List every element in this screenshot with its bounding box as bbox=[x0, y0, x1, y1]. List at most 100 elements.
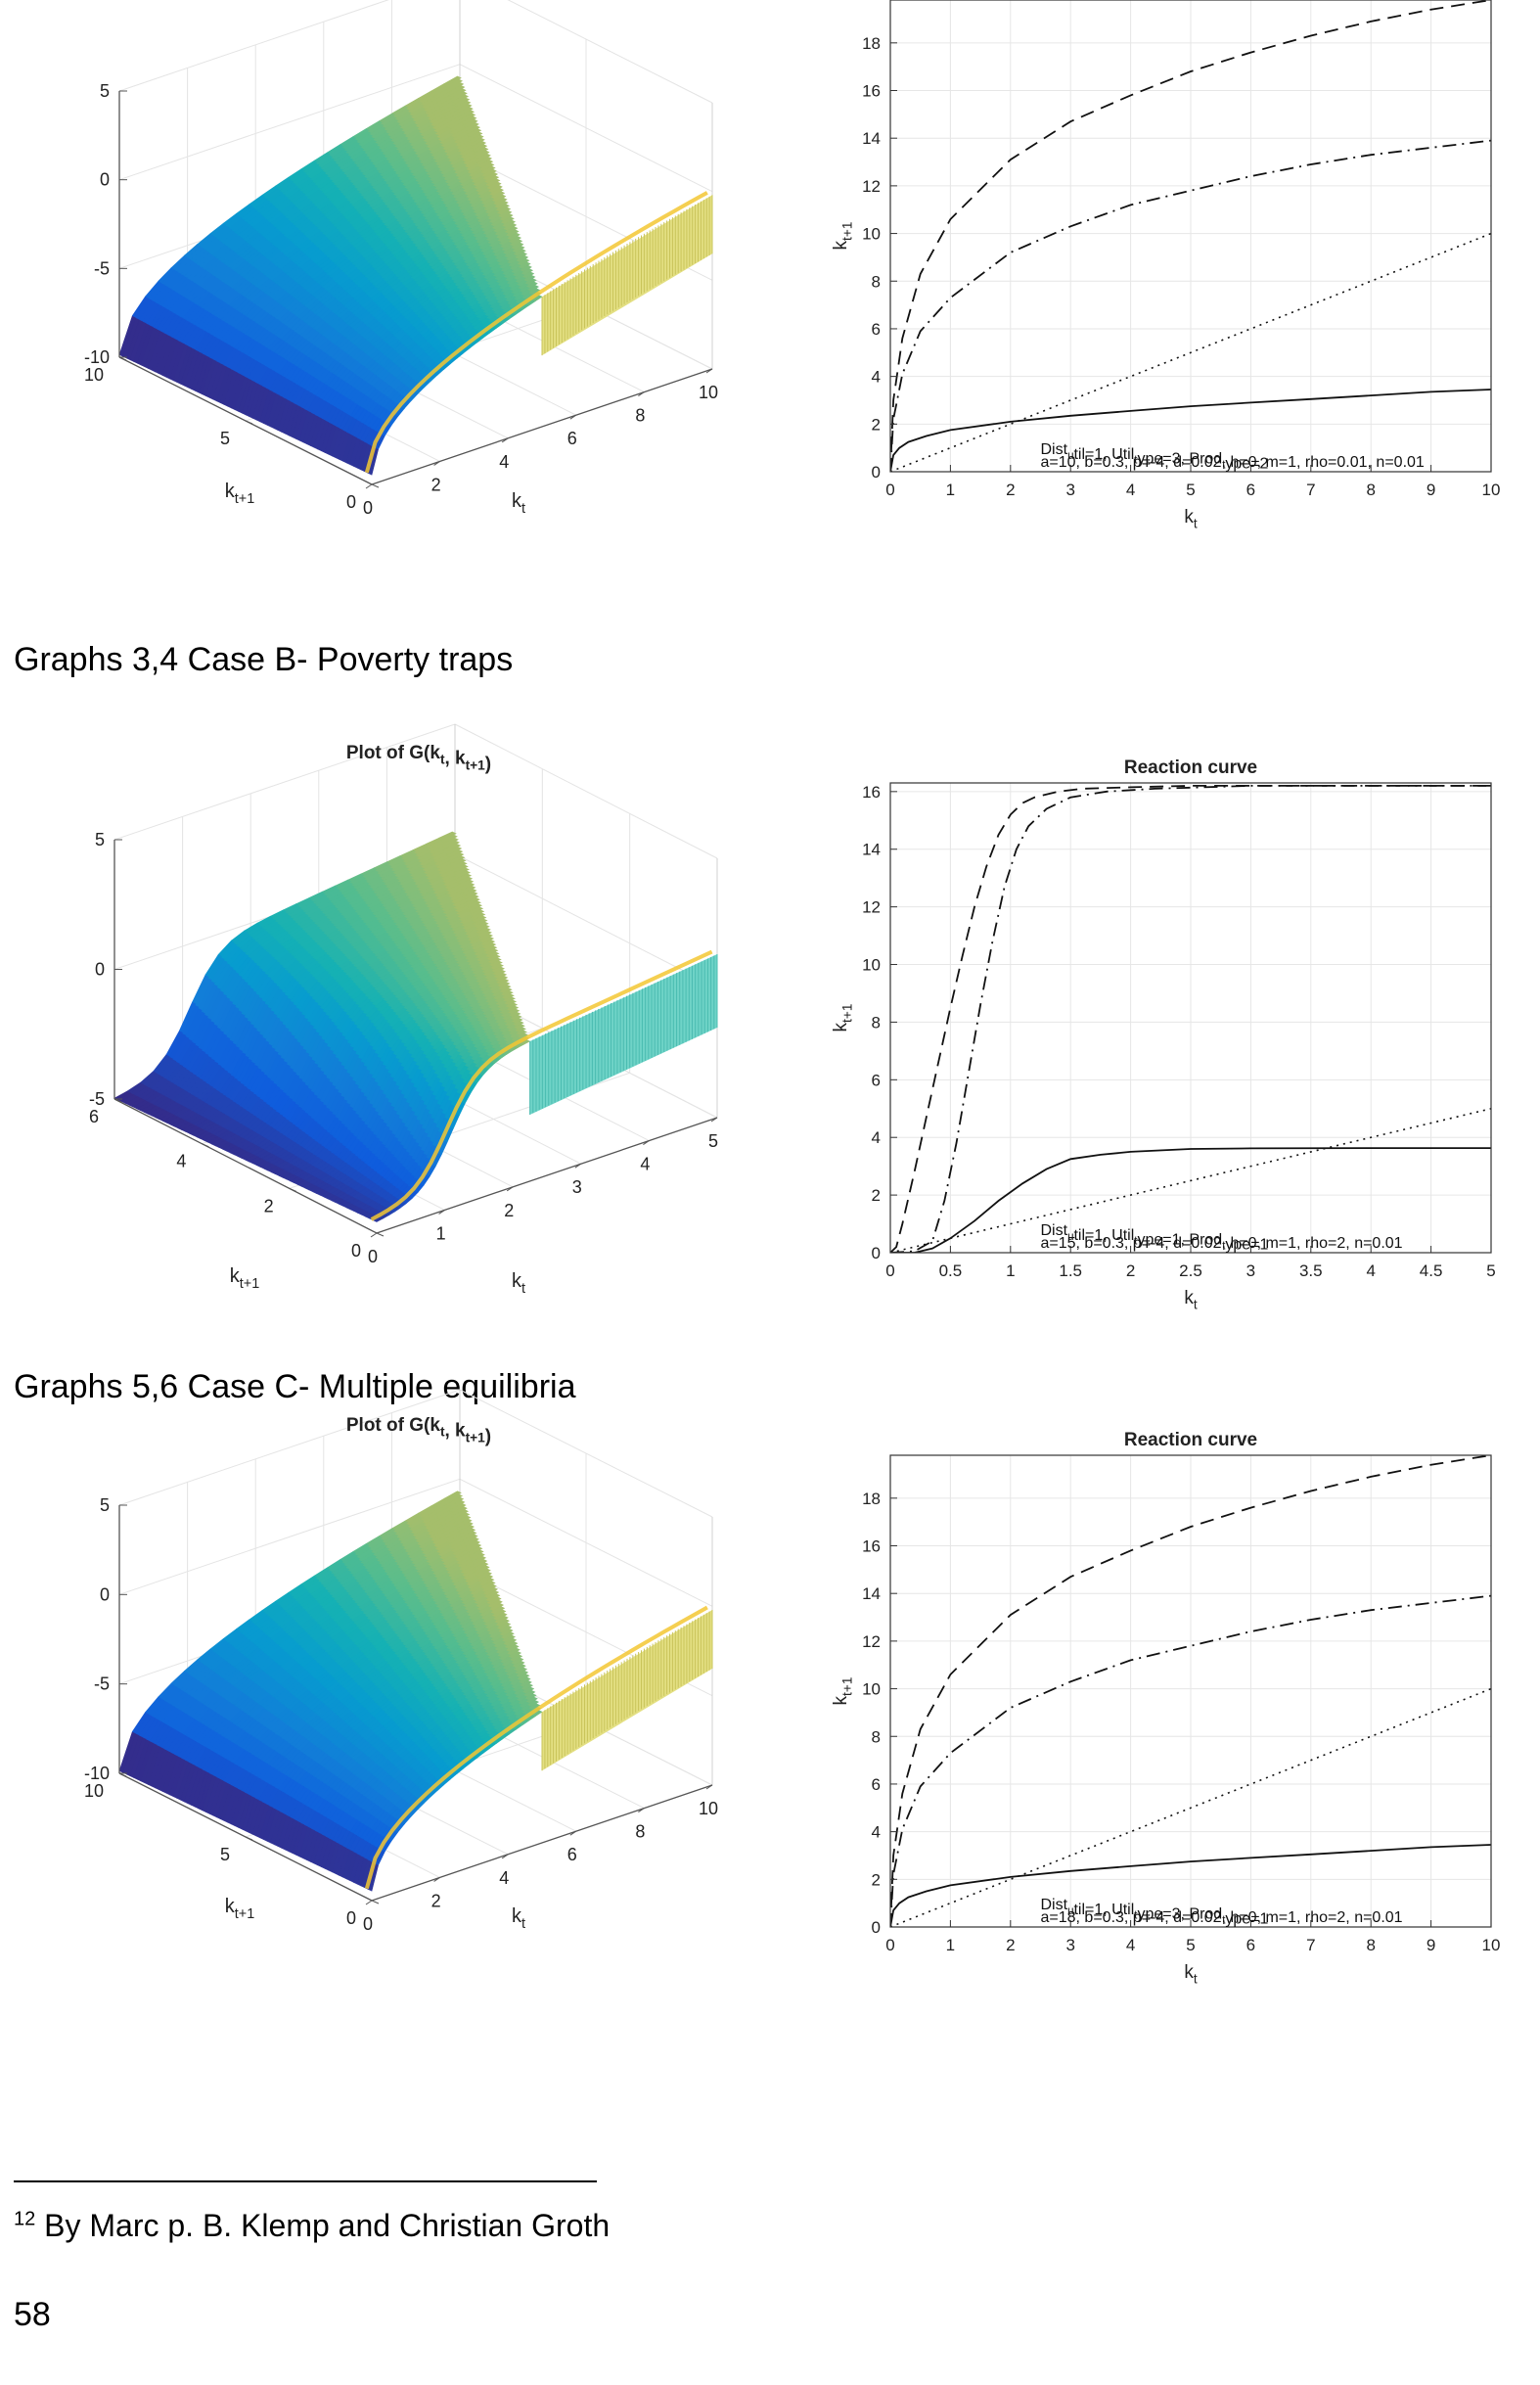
z-tick-label: 0 bbox=[100, 170, 110, 190]
series-group bbox=[890, 785, 1491, 1253]
surface-patch bbox=[517, 1032, 529, 1039]
grid-line bbox=[113, 723, 456, 841]
x-tick-label: 4 bbox=[1126, 481, 1135, 499]
x-tick-label: 0 bbox=[368, 1247, 378, 1266]
x-tick-label: 5 bbox=[1486, 1261, 1495, 1280]
x-tick bbox=[433, 460, 440, 466]
y-tick-label: 2 bbox=[264, 1196, 274, 1215]
grid-line bbox=[118, 0, 389, 92]
y-tick bbox=[245, 420, 253, 425]
x-tick bbox=[370, 1232, 378, 1238]
annotation-line: a=15, b=0.3, p=-4, d=0.02, h=0, m=1, rho… bbox=[1041, 1235, 1403, 1252]
x-tick-label: 4 bbox=[1366, 1261, 1375, 1280]
x-axis-label: kt bbox=[512, 1270, 525, 1297]
x-tick-label: 1.5 bbox=[1059, 1261, 1082, 1280]
annotation-line: Distutil=1, Utiltype=3, Prodtype=2 bbox=[1041, 441, 1269, 472]
series-line-dotted bbox=[890, 232, 1491, 472]
chart-title: Plot of G(kt, kt+1) bbox=[346, 743, 491, 774]
surface-patch bbox=[512, 1020, 524, 1027]
x-tick-label: 2 bbox=[1126, 1261, 1135, 1280]
caption-case-b: Graphs 3,4 Case B- Poverty traps bbox=[14, 641, 514, 678]
y-axis-label: kt+1 bbox=[230, 1265, 259, 1292]
y-tick-label: 8 bbox=[872, 272, 881, 291]
z-tick-label: 5 bbox=[95, 830, 105, 849]
y-tick-label: 0 bbox=[346, 492, 356, 512]
x-tick bbox=[638, 391, 645, 397]
surface-patch bbox=[515, 1027, 526, 1032]
series-line-dashdot bbox=[890, 139, 1491, 472]
y-tick bbox=[202, 1143, 209, 1148]
grid-line bbox=[507, 0, 713, 104]
y-tick-label: 0 bbox=[872, 463, 881, 482]
y-tick-label: 4 bbox=[872, 368, 881, 387]
series-line-dashed bbox=[890, 785, 1491, 1253]
z-tick-label: 0 bbox=[95, 960, 105, 980]
z-tick-label: -10 bbox=[84, 347, 110, 367]
x-tick-label: 1 bbox=[436, 1223, 446, 1243]
y-tick-label: 16 bbox=[862, 82, 881, 101]
y-axis-line bbox=[113, 1098, 378, 1234]
x-axis-line bbox=[376, 1117, 718, 1234]
x-tick-label: 5 bbox=[708, 1131, 718, 1151]
grid-line bbox=[454, 723, 718, 859]
y-tick bbox=[289, 1187, 296, 1192]
y-axis-label: kt+1 bbox=[831, 222, 855, 251]
series-group bbox=[890, 0, 1491, 472]
plot-area: 0 1 2 3 4 5 6 7 8 9 10024681012141618ktkt+1Distuti… bbox=[831, 0, 1500, 531]
annotation-line: Distutil=1, Utiltype=1, Prodtype=1 bbox=[1041, 1222, 1269, 1253]
y-tick-label: 8 bbox=[872, 1013, 881, 1032]
y-tick-label: 12 bbox=[862, 898, 881, 917]
x-tick-label: 5 bbox=[1186, 481, 1195, 499]
x-tick bbox=[710, 1117, 718, 1123]
y-tick bbox=[371, 483, 380, 488]
x-tick bbox=[705, 368, 713, 374]
x-tick-label: 2 bbox=[504, 1201, 514, 1220]
surface-patch bbox=[509, 1011, 521, 1018]
surface-patch bbox=[511, 1017, 523, 1024]
plot-area: 0 0.5 1 1.5 2 2.5 3 3.5 4 4.5 50246810121416ktkt+1… bbox=[831, 757, 1496, 1312]
y-axis-label: kt+1 bbox=[831, 1004, 855, 1032]
x-tick bbox=[506, 1186, 514, 1192]
x-tick-label: 8 bbox=[635, 406, 645, 426]
grid-line bbox=[118, 1389, 461, 1506]
x-tick-label: 3.5 bbox=[1299, 1261, 1323, 1280]
grid-line bbox=[459, 1478, 713, 1607]
surface-mesh bbox=[118, 1491, 543, 1892]
y-tick-label: 6 bbox=[89, 1107, 99, 1126]
y-tick-label: 2 bbox=[872, 1186, 881, 1205]
y-tick-label: 16 bbox=[862, 783, 881, 802]
chart-title: Reaction curve bbox=[1124, 757, 1257, 778]
y-tick-label: 14 bbox=[862, 129, 881, 148]
series-line-dotted bbox=[890, 1108, 1491, 1253]
annotation-line: a=10, b=0.3, p=-4, d=0.02, h=0, m=1, rho… bbox=[1041, 454, 1425, 471]
grid-line bbox=[118, 64, 461, 181]
y-tick-label: 4 bbox=[872, 1128, 881, 1147]
surface-patch bbox=[514, 1024, 525, 1030]
series-line-solid bbox=[890, 1147, 1491, 1253]
x-tick-label: 0 bbox=[885, 481, 894, 499]
x-tick-label: 4 bbox=[640, 1155, 650, 1174]
x-axis-label: kt bbox=[1184, 507, 1198, 531]
x-tick bbox=[569, 414, 577, 420]
series-line-solid bbox=[890, 389, 1491, 472]
x-tick-label: 2 bbox=[431, 475, 441, 494]
surface-patch bbox=[516, 1030, 528, 1035]
x-axis-label: kt bbox=[512, 490, 525, 517]
x-tick bbox=[574, 1163, 582, 1169]
y-tick-label: 6 bbox=[872, 320, 881, 339]
x-tick-label: 7 bbox=[1306, 481, 1315, 499]
y-tick-label: 0 bbox=[351, 1241, 361, 1261]
x-tick-label: 10 bbox=[699, 383, 718, 402]
z-tick-label: -5 bbox=[94, 258, 110, 278]
x-tick-label: 4 bbox=[499, 452, 509, 472]
x-axis-line bbox=[371, 368, 713, 485]
x-tick-label: 0 bbox=[363, 498, 373, 518]
y-tick-label: 4 bbox=[176, 1152, 186, 1171]
x-tick-label: 2 bbox=[1006, 481, 1015, 499]
surface-mesh bbox=[113, 831, 531, 1222]
surface-ridge bbox=[370, 949, 713, 1221]
